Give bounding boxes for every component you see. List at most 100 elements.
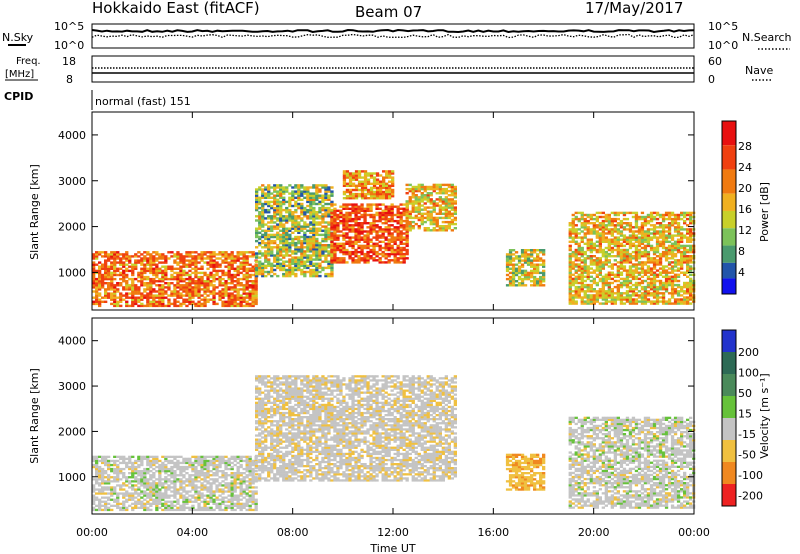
heatmap-cell <box>574 257 578 260</box>
heatmap-cell <box>616 265 620 268</box>
heatmap-cell <box>378 213 382 217</box>
heatmap-cell <box>116 296 120 299</box>
heatmap-cell <box>140 302 144 306</box>
heatmap-cell <box>366 174 371 177</box>
heatmap-cell <box>140 253 144 256</box>
heatmap-cell <box>276 223 280 226</box>
heatmap-cell <box>360 180 365 183</box>
heatmap-cell <box>664 283 669 287</box>
heatmap-cell <box>396 257 400 260</box>
heatmap-cell <box>369 205 373 208</box>
heatmap-cell <box>511 271 516 275</box>
heatmap-cell <box>511 275 516 279</box>
heatmap-cell <box>276 186 280 189</box>
heatmap-cell <box>382 180 386 183</box>
heatmap-cell <box>640 292 645 295</box>
heatmap-cell <box>411 227 415 230</box>
y-tick-label: 3000 <box>58 175 86 188</box>
heatmap-cell <box>107 292 111 295</box>
heatmap-cell <box>676 302 681 305</box>
heatmap-cell <box>131 496 135 499</box>
heatmap-cell <box>318 200 322 204</box>
heatmap-cell <box>622 269 627 272</box>
heatmap-cell <box>375 180 380 183</box>
heatmap-cell <box>411 204 415 207</box>
heatmap-cell <box>378 226 382 229</box>
heatmap-cell <box>360 222 364 225</box>
heatmap-cell <box>357 195 362 198</box>
heatmap-cell <box>580 240 584 243</box>
heatmap-cell <box>530 251 534 254</box>
heatmap-cell <box>598 273 602 276</box>
heatmap-cell <box>676 242 681 245</box>
heatmap-cell <box>607 288 611 291</box>
heatmap-cell <box>357 192 362 196</box>
heatmap-cell <box>586 285 590 289</box>
heatmap-cell <box>233 259 237 262</box>
heatmap-cell <box>616 269 620 272</box>
heatmap-cell <box>634 285 639 289</box>
heatmap-cell <box>98 280 102 283</box>
heatmap-cell <box>357 232 361 235</box>
heatmap-cell <box>387 207 391 210</box>
heatmap-cell <box>149 508 153 512</box>
heatmap-cell <box>604 240 608 243</box>
heatmap-cell <box>125 267 129 270</box>
heatmap-cell <box>273 208 277 212</box>
heatmap-cell <box>182 280 186 283</box>
heatmap-cell <box>385 190 389 194</box>
heatmap-cell <box>101 267 105 270</box>
heatmap-cell <box>619 226 624 229</box>
heatmap-cell <box>182 255 186 258</box>
heatmap-cell <box>170 275 174 279</box>
heatmap-cell <box>333 242 337 245</box>
heatmap-cell <box>580 288 584 291</box>
heatmap-cell <box>297 196 301 199</box>
heatmap-cell <box>649 273 654 276</box>
heatmap-cell <box>137 494 141 497</box>
heatmap-cell <box>176 277 180 281</box>
heatmap-cell <box>680 298 684 301</box>
heatmap-cell <box>233 284 237 287</box>
heatmap-cell <box>158 463 162 467</box>
heatmap-cell <box>670 302 675 305</box>
heatmap-cell <box>110 251 114 254</box>
heatmap-cell <box>432 185 436 189</box>
heatmap-cell <box>324 244 328 247</box>
heatmap-cell <box>221 253 225 256</box>
heatmap-cell <box>101 275 105 279</box>
heatmap-cell <box>382 197 386 200</box>
heatmap-cell <box>185 298 189 301</box>
heatmap-cell <box>583 234 587 237</box>
heatmap-cell <box>324 256 328 259</box>
heatmap-cell <box>399 211 403 215</box>
heatmap-cell <box>258 188 262 191</box>
heatmap-cell <box>616 222 620 225</box>
heatmap-cell <box>453 208 457 211</box>
heatmap-cell <box>152 277 156 281</box>
heatmap-cell <box>179 294 183 297</box>
heatmap-cell <box>655 226 660 229</box>
heatmap-cell <box>533 259 537 262</box>
heatmap-cell <box>598 222 602 225</box>
heatmap-cell <box>300 252 304 255</box>
heatmap-cell <box>267 196 271 199</box>
heatmap-cell <box>270 227 274 230</box>
heatmap-cell <box>348 213 352 217</box>
heatmap-cell <box>101 490 105 493</box>
heatmap-cell <box>116 273 120 277</box>
heatmap-cell <box>188 251 192 254</box>
heatmap-cell <box>122 261 126 264</box>
heatmap-cell <box>523 251 528 254</box>
heatmap-cell <box>333 213 337 217</box>
heatmap-cell <box>628 269 633 272</box>
heatmap-cell <box>261 211 265 214</box>
heatmap-cell <box>363 213 367 217</box>
heatmap-cell <box>279 225 283 228</box>
heatmap-cell <box>680 290 684 293</box>
heatmap-cell <box>312 248 316 251</box>
heatmap-cell <box>689 302 693 305</box>
heatmap-cell <box>149 496 153 499</box>
heatmap-cell <box>399 222 403 225</box>
heatmap-cell <box>366 236 370 239</box>
